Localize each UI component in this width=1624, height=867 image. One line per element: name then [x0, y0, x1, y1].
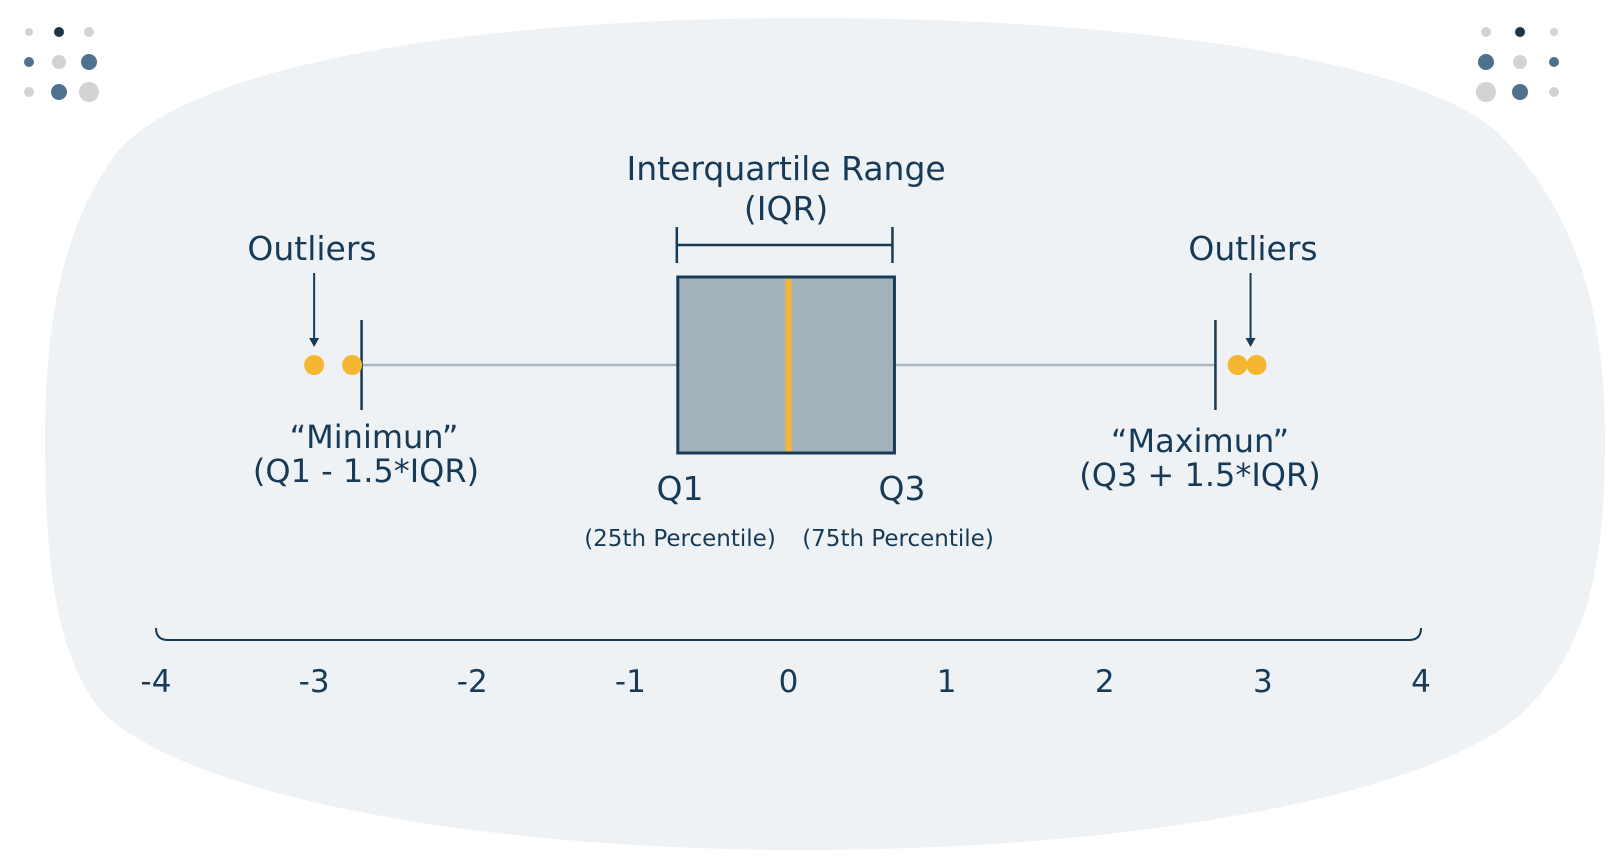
decorative-dot [1478, 54, 1494, 70]
iqr-title: Interquartile Range [627, 149, 946, 188]
decorative-dot [84, 27, 94, 37]
decorative-dot [54, 27, 64, 37]
axis-bracket [155, 627, 1422, 641]
decorative-dot [52, 55, 66, 69]
axis-tick-label: 1 [937, 664, 957, 700]
decorative-dot [1549, 57, 1559, 67]
decorative-dots-right [1476, 27, 1559, 102]
outlier-points [304, 355, 1267, 375]
outlier-arrow-left [309, 273, 320, 347]
minimum-label: “Minimun” [290, 418, 459, 456]
decorative-dot [1512, 84, 1528, 100]
axis-tick-label: -4 [141, 664, 172, 700]
decorative-dot [1550, 28, 1558, 36]
q1-label: Q1 [657, 469, 704, 508]
axis-tick-label: -3 [299, 664, 330, 700]
maximum-formula: (Q3 + 1.5*IQR) [1079, 456, 1320, 494]
outlier-point [1246, 355, 1267, 375]
decorative-dot [1476, 82, 1496, 102]
decorative-dot [81, 54, 97, 70]
iqr-subtitle: (IQR) [744, 189, 828, 228]
decorative-dot [1549, 87, 1559, 97]
outliers-label-right: Outliers [1188, 229, 1317, 268]
q1-sublabel: (25th Percentile) [584, 526, 776, 552]
decorative-dot [1515, 27, 1525, 37]
axis-tick-labels: -4 -3 -2 -1 0 1 2 3 4 [141, 664, 1431, 700]
decorative-dot [79, 82, 99, 102]
decorative-dot [24, 87, 34, 97]
outlier-point [304, 355, 325, 375]
axis-tick-label: 3 [1253, 664, 1273, 700]
decorative-dot [25, 28, 33, 36]
minimum-formula: (Q1 - 1.5*IQR) [253, 452, 479, 490]
axis-tick-label: -2 [457, 664, 488, 700]
decorative-dot [51, 84, 67, 100]
decorative-dot [1481, 27, 1491, 37]
outlier-point [1227, 355, 1248, 375]
outlier-arrow-right [1245, 273, 1256, 347]
q3-sublabel: (75th Percentile) [802, 526, 994, 552]
q3-label: Q3 [879, 469, 926, 508]
axis-tick-label: 2 [1095, 664, 1115, 700]
axis-tick-label: -1 [615, 664, 646, 700]
axis-tick-label: 0 [779, 664, 799, 700]
outlier-point [342, 355, 363, 375]
decorative-dot [1513, 55, 1527, 69]
outliers-label-left: Outliers [247, 229, 376, 268]
maximum-label: “Maximun” [1111, 422, 1289, 460]
axis-tick-label: 4 [1411, 664, 1431, 700]
iqr-bracket [675, 227, 894, 263]
decorative-dot [24, 57, 34, 67]
decorative-dots-left [24, 27, 99, 102]
